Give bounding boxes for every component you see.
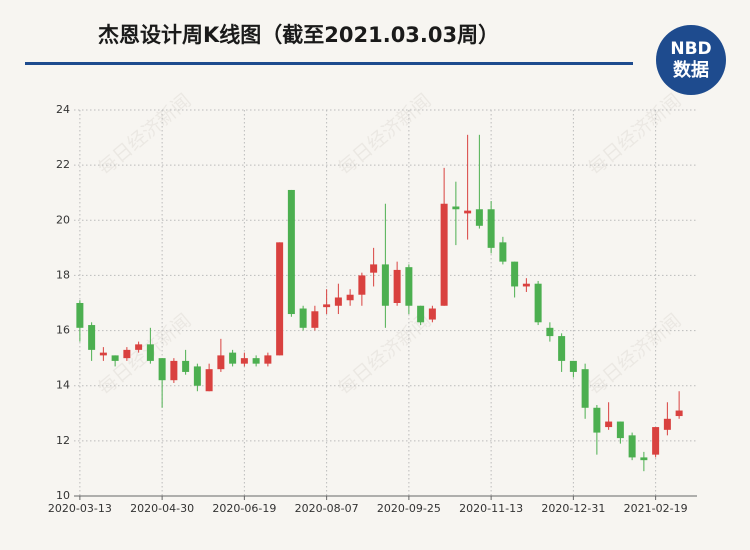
candle-body <box>182 360 190 372</box>
x-tick-label: 2020-04-30 <box>130 502 194 515</box>
candle-body <box>663 418 671 430</box>
candle-body <box>605 421 613 428</box>
candle-body <box>146 344 154 361</box>
candle-body <box>381 264 389 306</box>
candle-body <box>675 410 683 417</box>
logo-bottom: 数据 <box>673 59 709 81</box>
x-tick-label: 2020-12-31 <box>541 502 605 515</box>
candle-body <box>652 427 660 455</box>
y-tick-label: 24 <box>56 103 70 116</box>
candle-body <box>323 304 331 308</box>
candle-body <box>123 349 131 359</box>
y-tick-label: 22 <box>56 158 70 171</box>
candle-body <box>135 344 143 350</box>
candle-body <box>76 303 84 328</box>
y-tick-label: 12 <box>56 434 70 447</box>
chart-title: 杰恩设计周K线图（截至2021.03.03周） <box>98 23 499 47</box>
candle-body <box>276 242 284 356</box>
candle-body <box>252 358 260 364</box>
y-tick-label: 14 <box>56 379 70 392</box>
candle-body <box>205 369 213 392</box>
candle-body <box>417 305 425 323</box>
candle-body <box>111 355 119 361</box>
candle-body <box>299 308 307 328</box>
candle-body <box>229 352 237 364</box>
candle-body <box>240 358 248 364</box>
y-tick-label: 20 <box>56 213 70 226</box>
candle-body <box>522 283 530 287</box>
candle-body <box>287 189 295 315</box>
candle-body <box>499 242 507 262</box>
candle-body <box>558 336 566 361</box>
candle-body <box>393 269 401 303</box>
candle-body <box>428 308 436 320</box>
candle-body <box>546 327 554 337</box>
candle-body <box>170 360 178 381</box>
candle-body <box>452 206 460 210</box>
candle-body <box>334 297 342 306</box>
title-rule <box>25 62 633 65</box>
candle-body <box>370 264 378 273</box>
candle-body <box>158 358 166 381</box>
x-tick-label: 2020-06-19 <box>212 502 276 515</box>
candle-body <box>487 209 495 248</box>
y-tick-label: 16 <box>56 324 70 337</box>
candle-body <box>193 366 201 386</box>
candle-body <box>628 435 636 458</box>
candle-body <box>99 352 107 356</box>
candle-body <box>569 360 577 372</box>
y-tick-label: 10 <box>56 489 70 502</box>
candle-body <box>346 294 354 301</box>
candle-body <box>581 369 589 408</box>
candle-body <box>511 261 519 287</box>
logo-top: NBD <box>670 39 711 59</box>
x-tick-label: 2020-08-07 <box>295 502 359 515</box>
x-tick-label: 2021-02-19 <box>624 502 688 515</box>
x-tick-label: 2020-09-25 <box>377 502 441 515</box>
candle-body <box>464 210 472 214</box>
candle-body <box>405 267 413 306</box>
candle-body <box>534 283 542 323</box>
x-tick-label: 2020-03-13 <box>48 502 112 515</box>
candle-body <box>616 421 624 439</box>
candle-body <box>440 203 448 306</box>
logo <box>656 25 726 95</box>
candle-body <box>217 355 225 370</box>
candle-body <box>358 275 366 295</box>
candle-body <box>640 457 648 461</box>
candle-body <box>264 355 272 364</box>
candle-body <box>311 311 319 328</box>
candle-body <box>593 407 601 433</box>
candle-body <box>475 209 483 226</box>
x-tick-label: 2020-11-13 <box>459 502 523 515</box>
y-tick-label: 18 <box>56 268 70 281</box>
candle-body <box>88 325 96 350</box>
